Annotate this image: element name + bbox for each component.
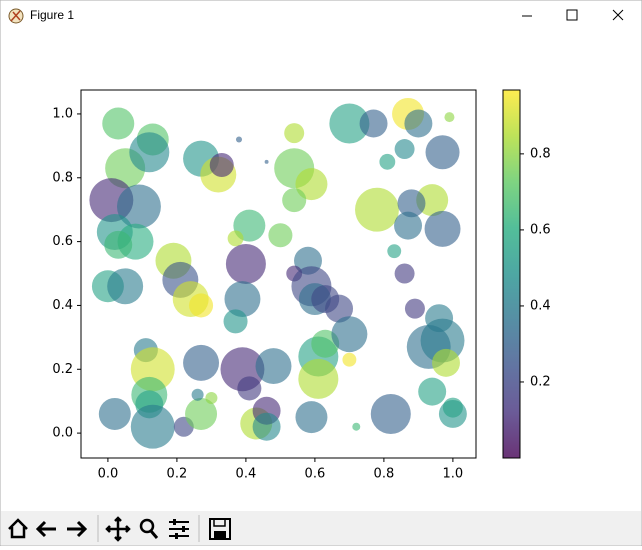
scatter-point: [252, 412, 281, 441]
scatter-point: [329, 103, 370, 144]
scatter-point: [225, 243, 266, 284]
colorbar: [502, 89, 521, 459]
x-tick-label: 0.4: [236, 467, 257, 482]
scatter-point: [425, 135, 460, 170]
scatter-point: [191, 388, 204, 401]
title-bar: Figure 1: [8, 1, 640, 31]
scatter-point: [295, 401, 328, 434]
colorbar-tick-label: 0.8: [530, 146, 551, 161]
forward-button[interactable]: [67, 520, 88, 538]
scatter-point: [185, 397, 218, 430]
axes-frame: [80, 89, 477, 459]
toolbar-bg: [1, 511, 641, 545]
x-tick-label: 0.2: [167, 467, 188, 482]
minimize-button[interactable]: [505, 1, 549, 31]
scatter-point: [370, 393, 411, 434]
toolbar: [1, 511, 641, 545]
scatter-point: [331, 316, 368, 353]
configure-button[interactable]: [169, 519, 189, 539]
scatter-point: [209, 152, 234, 178]
scatter-point: [444, 112, 455, 123]
scatter-point: [379, 153, 396, 170]
window-title: Figure 1: [30, 8, 74, 22]
scatter-point: [325, 294, 354, 323]
scatter-point: [418, 377, 447, 406]
scatter-point: [223, 309, 248, 334]
scatter-point: [224, 281, 261, 318]
app-icon-glyph: [10, 10, 21, 22]
maximize-button[interactable]: [550, 1, 594, 31]
x-tick-label: 0.6: [305, 467, 326, 482]
x-tick-label: 1.0: [443, 467, 464, 482]
scatter-point: [205, 391, 218, 405]
scatter-point: [295, 168, 328, 201]
back-button[interactable]: [35, 520, 56, 538]
zoom-button[interactable]: [139, 518, 159, 539]
scatter-point: [107, 268, 144, 305]
pan-button[interactable]: [105, 516, 131, 542]
scatter-point: [424, 210, 461, 247]
scatter-point: [432, 348, 460, 377]
scatter-point: [404, 298, 425, 319]
x-tick-label: 0.8: [374, 467, 395, 482]
y-tick-label: 1.0: [52, 106, 73, 121]
scatter-point: [189, 293, 214, 318]
scatter-point: [255, 348, 292, 385]
scatter-point: [394, 139, 415, 160]
scatter-point: [268, 223, 293, 248]
scatter-point: [284, 123, 305, 144]
scatter-point: [298, 358, 339, 399]
scatter-point: [359, 109, 388, 138]
scatter-point: [387, 244, 402, 259]
save-button[interactable]: [209, 518, 231, 540]
scatter-point: [394, 263, 415, 284]
close-button[interactable]: [596, 1, 640, 31]
colorbar-tick-label: 0.4: [530, 298, 551, 313]
scatter-point: [116, 184, 161, 229]
x-tick-label: 0.0: [98, 467, 119, 482]
y-tick-label: 0.6: [52, 234, 73, 249]
scatter-point: [235, 136, 243, 143]
scatter-point: [397, 189, 426, 218]
scatter-point: [404, 109, 433, 138]
y-tick-label: 0.8: [52, 170, 73, 185]
scatter-point: [98, 397, 131, 430]
plot: 0.0 0.2 0.4 0.6 0.8 1.0 0.0 0.2 0.4 0.6 0.8 1.0 0.2 0…: [52, 89, 551, 482]
scatter-point: [442, 397, 463, 418]
home-button[interactable]: [8, 518, 28, 539]
scatter-point: [227, 230, 244, 247]
scatter-point: [352, 422, 361, 431]
y-tick-label: 0.0: [52, 426, 73, 441]
scatter-point: [102, 107, 135, 140]
scatter-point: [129, 132, 170, 173]
scatter-point: [264, 159, 269, 164]
colorbar-tick-label: 0.2: [530, 374, 551, 389]
scatter-point: [237, 376, 262, 401]
y-tick-label: 0.4: [52, 298, 73, 313]
scatter-point: [104, 230, 133, 259]
scatter-point: [342, 352, 357, 367]
y-tick-label: 0.2: [52, 362, 73, 377]
scatter-point: [355, 187, 399, 232]
scatter-point: [282, 188, 307, 213]
colorbar-tick-label: 0.6: [530, 222, 551, 237]
scatter-point: [394, 211, 423, 240]
scatter-point: [130, 404, 175, 449]
scatter-point: [183, 344, 220, 381]
